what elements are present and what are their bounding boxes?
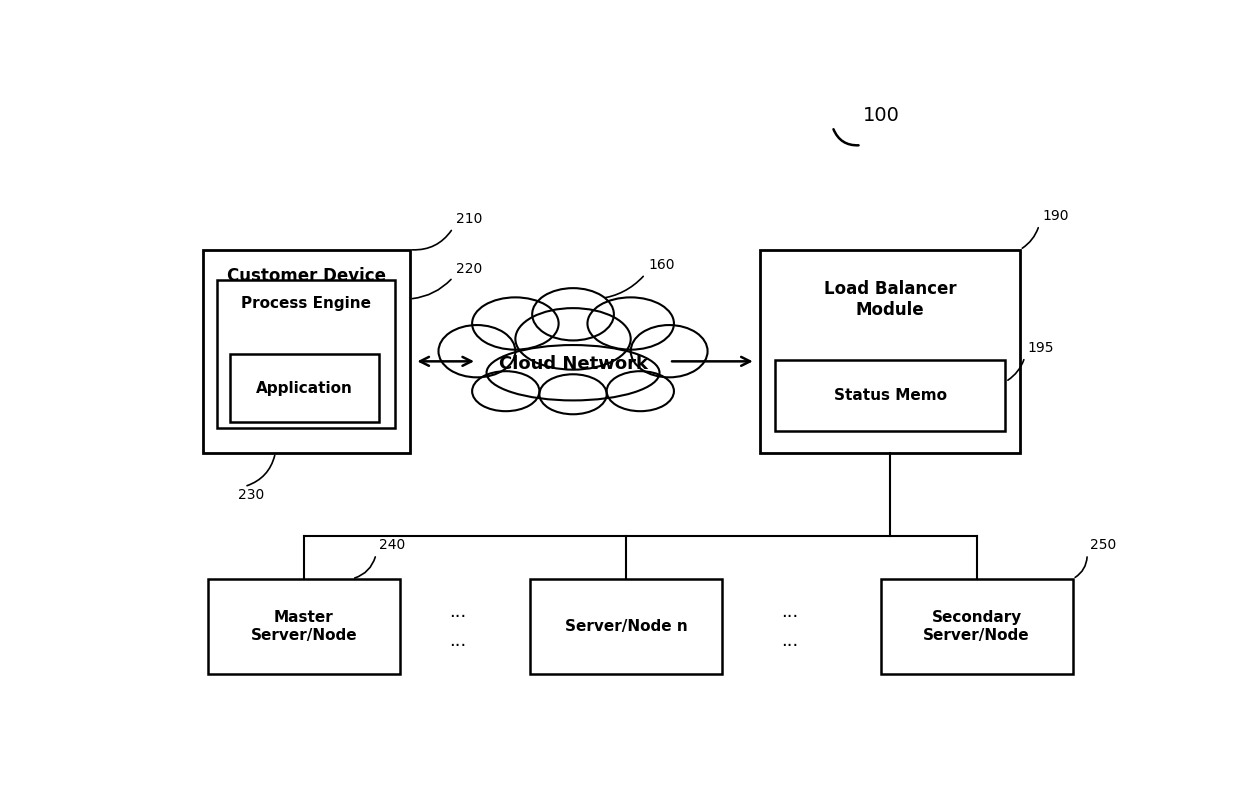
Text: Process Engine: Process Engine [242, 296, 371, 311]
Text: 210: 210 [456, 213, 482, 226]
FancyBboxPatch shape [760, 249, 1019, 453]
Text: 220: 220 [456, 261, 482, 276]
Text: 195: 195 [1028, 341, 1054, 356]
Text: ...: ... [781, 603, 797, 621]
Text: 240: 240 [379, 539, 405, 552]
Ellipse shape [606, 372, 675, 411]
Text: 250: 250 [1090, 539, 1116, 552]
Text: ...: ... [449, 632, 466, 650]
Ellipse shape [486, 345, 660, 400]
Text: 160: 160 [649, 258, 675, 272]
Ellipse shape [631, 325, 708, 377]
Ellipse shape [472, 372, 539, 411]
FancyBboxPatch shape [208, 578, 401, 674]
Ellipse shape [472, 297, 558, 350]
FancyBboxPatch shape [529, 578, 722, 674]
Ellipse shape [539, 374, 606, 414]
Text: 100: 100 [863, 105, 900, 125]
FancyBboxPatch shape [229, 354, 379, 422]
Text: ...: ... [781, 632, 797, 650]
Text: Secondary
Server/Node: Secondary Server/Node [924, 610, 1030, 642]
FancyBboxPatch shape [880, 578, 1073, 674]
Text: Application: Application [255, 380, 353, 396]
Text: Load Balancer
Module: Load Balancer Module [823, 280, 956, 320]
Text: ...: ... [449, 603, 466, 621]
Text: Customer Device: Customer Device [227, 267, 386, 285]
Ellipse shape [439, 325, 516, 377]
Text: Status Memo: Status Memo [833, 388, 946, 403]
Text: 190: 190 [1042, 209, 1069, 223]
FancyBboxPatch shape [203, 249, 409, 453]
Ellipse shape [588, 297, 675, 350]
Text: Master
Server/Node: Master Server/Node [250, 610, 357, 642]
FancyBboxPatch shape [217, 280, 396, 428]
Ellipse shape [532, 288, 614, 340]
Text: 230: 230 [238, 488, 264, 503]
Ellipse shape [516, 308, 631, 370]
Text: Cloud Network: Cloud Network [498, 355, 647, 372]
FancyBboxPatch shape [775, 360, 1006, 431]
Text: Server/Node n: Server/Node n [564, 619, 687, 634]
